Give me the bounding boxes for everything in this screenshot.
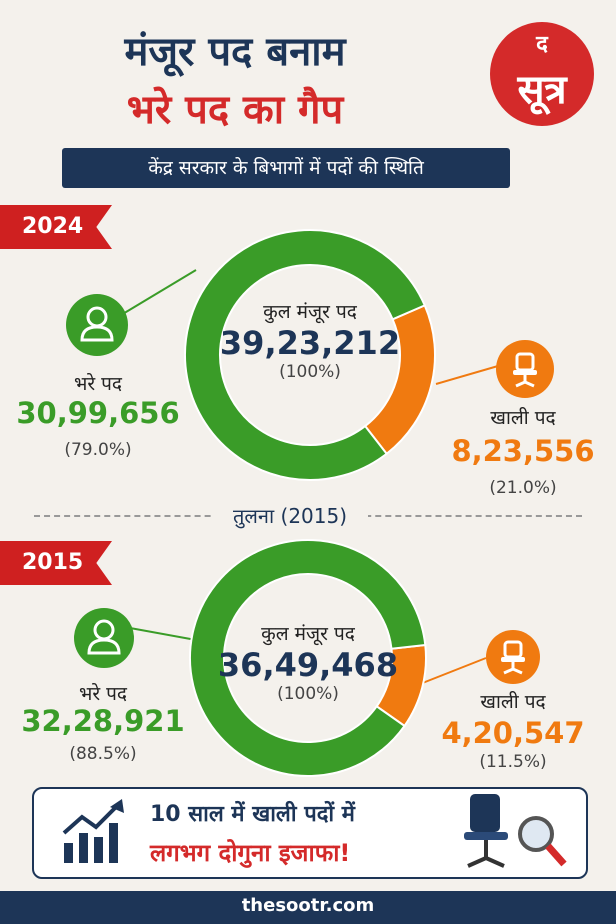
filled-pct-2015: (88.5%) bbox=[69, 744, 137, 764]
total-label-2015: कुल मंजूर पद bbox=[261, 623, 355, 645]
footer-site: thesootr.com bbox=[241, 895, 375, 916]
total-pct-2024: (100%) bbox=[279, 362, 341, 382]
subtitle-bar: केंद्र सरकार के बिभागों में पदों की स्थि… bbox=[62, 148, 510, 188]
connector-filled-2015 bbox=[129, 627, 197, 641]
vacant-value-2024: 8,23,556 bbox=[451, 434, 595, 468]
total-label-2024: कुल मंजूर पद bbox=[263, 301, 357, 323]
donut-slice-filled-2015 bbox=[189, 539, 427, 777]
connector-vacant-2024 bbox=[435, 365, 499, 385]
total-value-2015: 36,49,468 bbox=[217, 646, 399, 684]
donut-2015-center: कुल मंजूर पद 36,49,468 (100%) bbox=[208, 620, 408, 704]
donut-2024-center: कुल मंजूर पद 39,23,212 (100%) bbox=[210, 298, 410, 382]
compare-label: तुलना (2015) bbox=[212, 502, 368, 530]
filled-value-2024: 30,99,656 bbox=[16, 396, 180, 430]
logo-top-text: द bbox=[536, 32, 548, 57]
donut-2024 bbox=[184, 229, 436, 481]
person-icon bbox=[66, 294, 128, 356]
donut-slice-filled-2024 bbox=[184, 229, 427, 481]
connector-vacant-2015 bbox=[419, 657, 487, 685]
banner-line-2: लगभग दोगुना इजाफा! bbox=[150, 839, 351, 867]
logo-main-text: सूत्र bbox=[517, 67, 567, 113]
office-chair-icon bbox=[486, 630, 540, 684]
donut-2024-svg bbox=[105, 229, 499, 481]
filled-label-2015: भरे पद bbox=[78, 683, 128, 705]
filled-label-2024: भरे पद bbox=[73, 373, 123, 395]
banner-line-1: 10 साल में खाली पदों में bbox=[150, 802, 355, 827]
person-icon bbox=[74, 608, 134, 668]
vacant-pct-2024: (21.0%) bbox=[489, 478, 557, 498]
donut-2015-svg bbox=[129, 539, 487, 777]
filled-pct-2024: (79.0%) bbox=[64, 440, 132, 460]
chair-magnifier-icon bbox=[464, 794, 567, 868]
vacant-label-2015: खाली पद bbox=[480, 691, 546, 713]
vacant-value-2015: 4,20,547 bbox=[441, 716, 585, 750]
footer-bar bbox=[0, 891, 616, 924]
vacant-pct-2015: (11.5%) bbox=[479, 752, 547, 772]
brand-logo: द सूत्र bbox=[490, 22, 594, 126]
growth-chart-icon bbox=[62, 799, 124, 863]
total-value-2024: 39,23,212 bbox=[219, 324, 401, 362]
title-line-1: मंजूर पद बनाम bbox=[124, 29, 346, 75]
filled-value-2015: 32,28,921 bbox=[21, 704, 185, 738]
year-tag-2024: 2024 bbox=[0, 205, 112, 249]
donut-2015 bbox=[189, 539, 427, 777]
total-pct-2015: (100%) bbox=[277, 684, 339, 704]
vacant-label-2024: खाली पद bbox=[490, 407, 556, 429]
year-tag-2015: 2015 bbox=[0, 541, 112, 585]
office-chair-icon bbox=[496, 340, 554, 398]
title-line-2: भरे पद का गैप bbox=[126, 87, 344, 133]
